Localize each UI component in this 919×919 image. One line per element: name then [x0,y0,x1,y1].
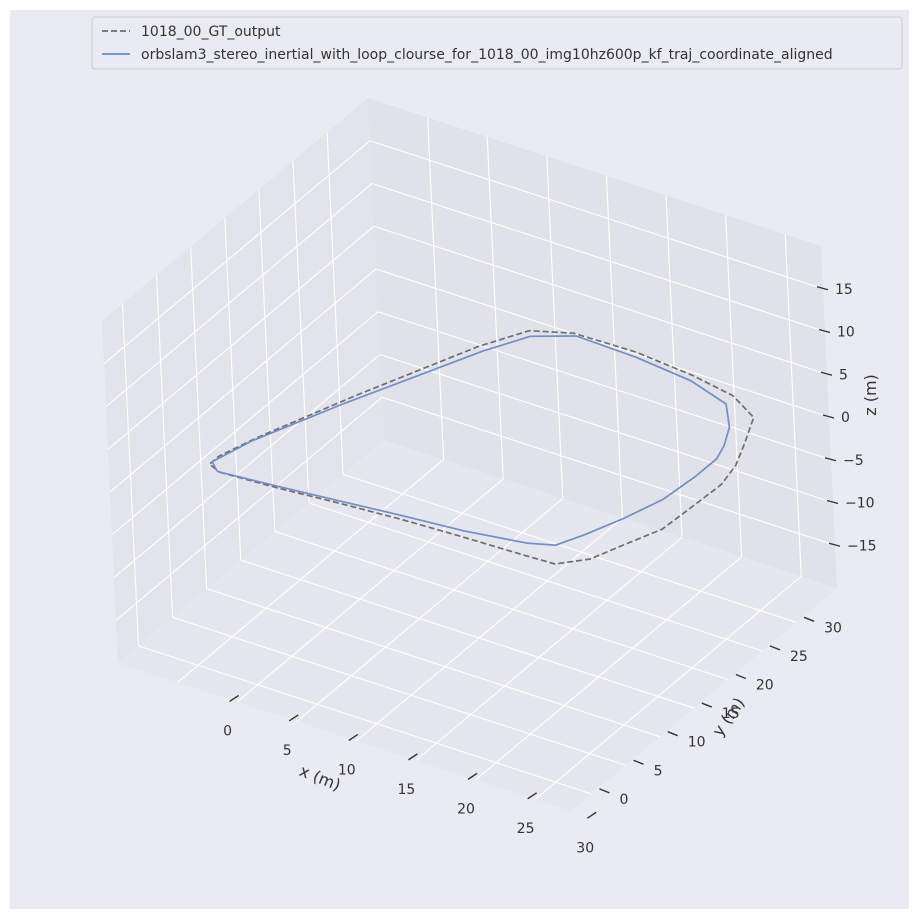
axis-ticks: 0 5 10 15 20 25 30 0 5 10 15 20 25 30 −15 −10 −5 0 5 10 15 [223,282,876,857]
grid-z-left [109,268,377,493]
grid-y-floor [206,588,660,738]
grid-z-back [375,268,830,418]
grid-z-left [111,311,379,536]
y-tick-mark [667,731,678,737]
x-tick-label: 20 [457,801,475,817]
z-tick-mark [826,499,839,505]
z-axis-label: z (m) [861,374,880,416]
z-tick-label: −10 [845,496,875,512]
y-tick-label: 10 [688,735,706,751]
x-tick-mark [586,811,597,819]
legend-box [91,16,903,70]
y-tick-label: 5 [654,763,663,779]
y-tick-label: 25 [790,649,808,665]
grid-z-left [113,354,381,578]
trajectory-line-1 [211,335,731,547]
y-tick-mark [599,788,610,794]
x-tick-label: 10 [338,762,356,778]
z-tick-label: 15 [835,282,853,298]
grid-x-floor [236,478,504,703]
grid-y-floor [138,645,592,795]
grid-x-floor [356,517,623,742]
z-tick-mark [822,414,835,419]
z-tick-label: −15 [847,538,877,554]
z-tick-mark [828,542,841,547]
floor-pane [118,440,837,811]
grid-z-back [377,311,832,461]
x-tick-label: 15 [397,782,415,798]
x-tick-label: 30 [576,840,594,856]
y-tick-label: 0 [620,792,629,808]
x-tick-label: 0 [223,724,232,740]
z-tick-label: 10 [837,325,855,341]
grid-z-back [373,225,828,375]
z-tick-label: 0 [841,410,850,426]
x-tick-mark [288,714,299,722]
y-tick-label: 30 [824,620,842,636]
grid-z-left [107,225,375,450]
z-tick-mark [816,286,829,291]
grid-z-back [371,182,826,333]
y-tick-label: 15 [722,706,740,722]
grid-x-floor [177,459,444,683]
y-tick-mark [735,673,747,680]
grid-z-left [115,396,383,621]
grid-x-floor [415,536,683,761]
grid-y-floor [240,559,694,709]
x-tick-label: 5 [283,743,292,759]
legend: 1018_00_GT_output orbslam3_stereo_inerti… [91,16,903,70]
x-tick-mark [408,753,418,761]
z-tick-label: −5 [843,453,864,469]
x-tick-mark [229,694,239,703]
z-tick-mark [818,328,831,334]
grid-y-floor [172,616,626,766]
grid-x-floor [296,497,564,722]
grid-x-floor [534,575,802,800]
x-tick-mark [348,733,359,742]
grid-z-left [105,183,373,407]
z-tick-mark [820,371,833,376]
z-tick-mark [824,457,837,462]
y-tick-mark [633,759,644,765]
y-tick-mark [701,702,713,708]
grid-y-floor [308,502,763,652]
grid-z-back [381,396,836,546]
x-tick-label: 25 [517,821,535,837]
grid-z-left [103,140,371,365]
grid-x-floor [475,556,742,781]
grid-lines [103,117,836,800]
grid-z-back [369,140,824,290]
x-tick-mark [467,772,478,780]
y-tick-mark [803,616,815,622]
x-tick-mark [527,792,538,800]
grid-y-floor [274,530,729,681]
y-tick-label: 20 [756,678,774,694]
legend-label-orbslam3: orbslam3_stereo_inertial_with_loop_clour… [141,47,833,63]
grid-y-floor [342,473,797,623]
plot-lines [208,329,755,565]
grid-z-back [379,353,834,504]
trajectory-line-0 [208,329,755,565]
y-tick-mark [769,645,781,651]
legend-label-gt: 1018_00_GT_output [141,24,281,40]
z-tick-label: 5 [839,367,848,383]
